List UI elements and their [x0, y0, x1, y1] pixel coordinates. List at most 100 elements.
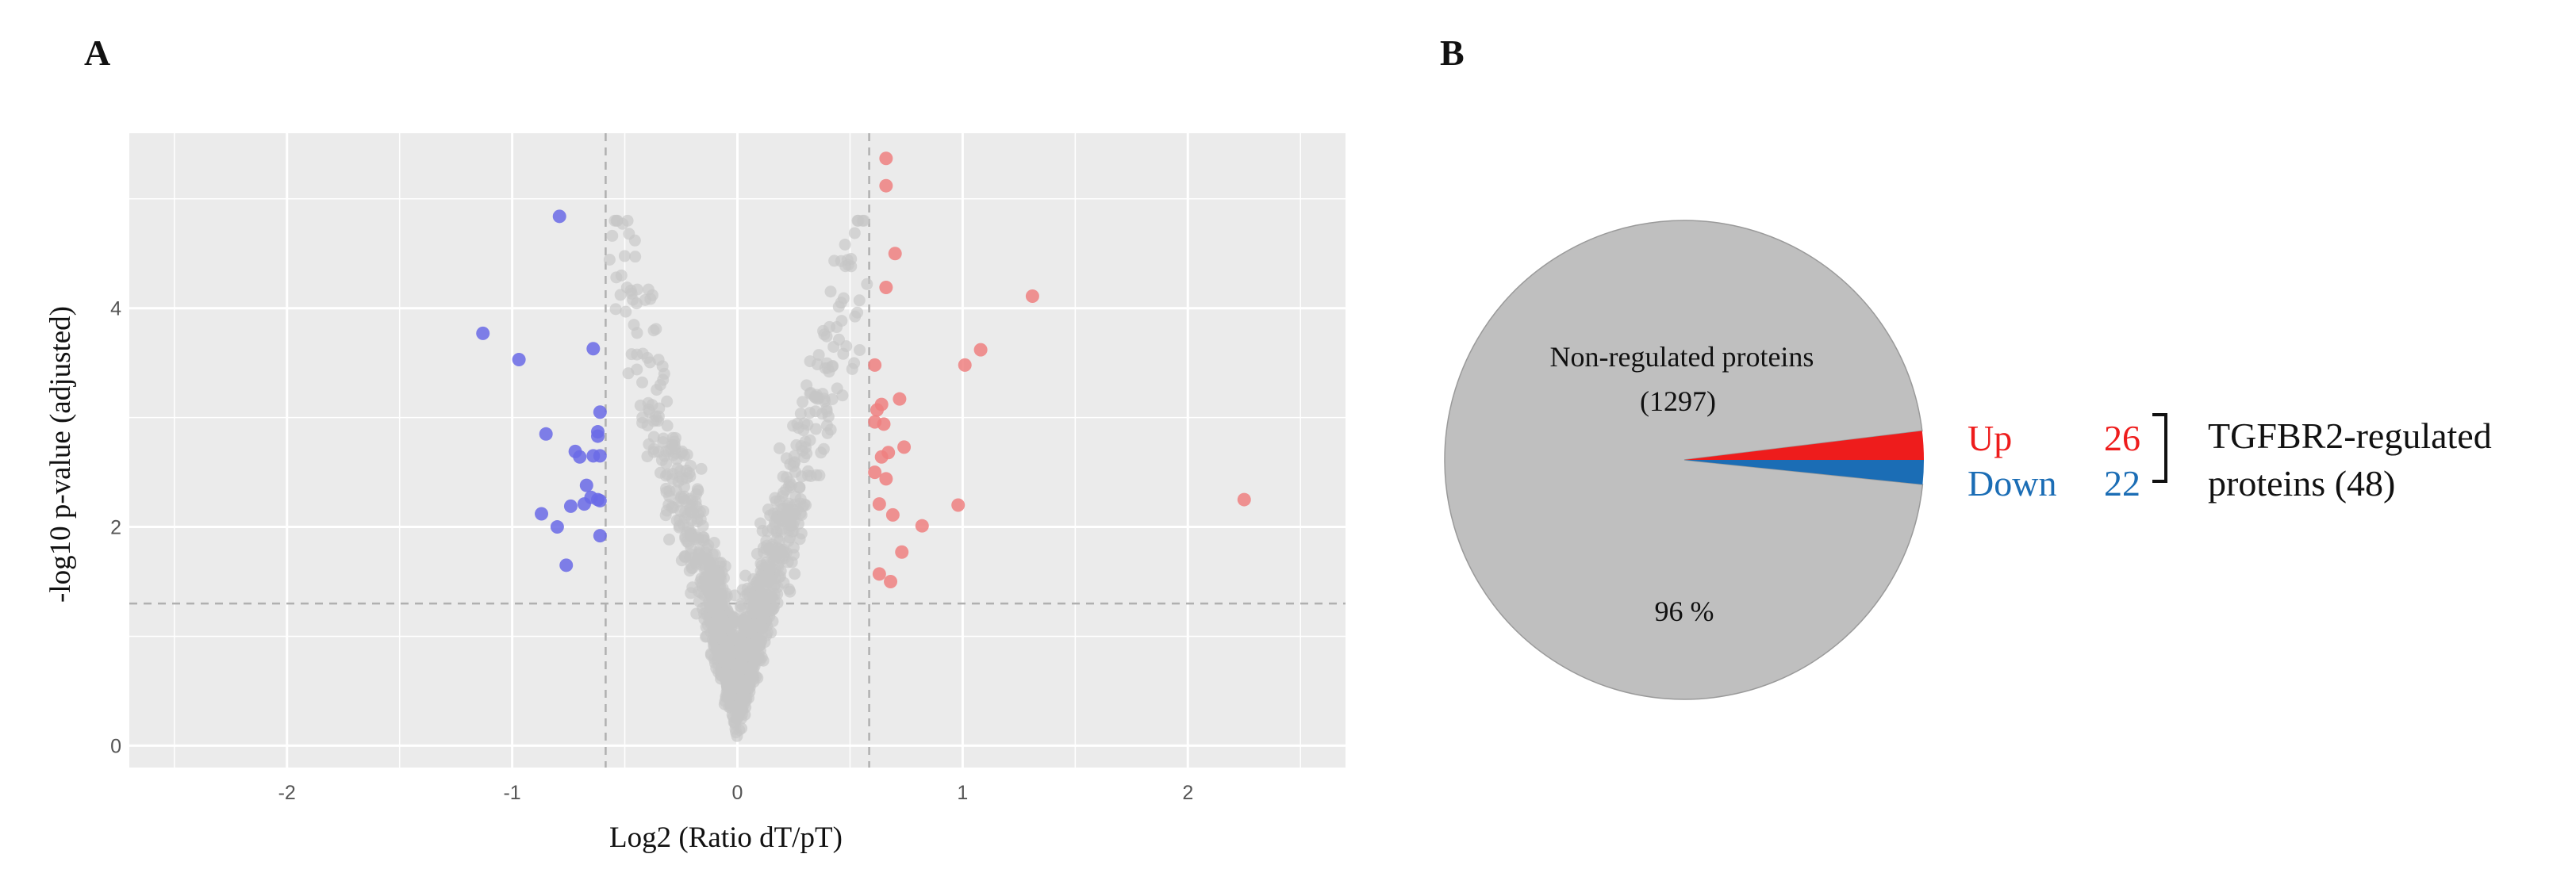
data-point-non-regulated [787, 460, 800, 473]
data-point-non-regulated [762, 525, 774, 538]
data-point-non-regulated [761, 539, 774, 552]
data-point-non-regulated [751, 548, 763, 561]
data-point-non-regulated [730, 663, 743, 676]
x-tick-label: 0 [732, 782, 743, 804]
data-point-non-regulated [734, 672, 747, 685]
group-label-line2: proteins (48) [2208, 463, 2395, 504]
data-point-non-regulated [851, 306, 864, 319]
data-point-non-regulated [697, 603, 709, 615]
data-point-non-regulated [812, 349, 825, 362]
data-point-non-regulated [647, 324, 660, 337]
data-point-non-regulated [628, 319, 640, 331]
data-point-non-regulated [831, 382, 843, 395]
data-point-non-regulated [804, 355, 816, 368]
data-point-non-regulated [689, 488, 702, 501]
y-tick-label: 0 [110, 735, 121, 757]
data-point-non-regulated [661, 419, 674, 432]
data-point-non-regulated [606, 229, 619, 242]
data-point-up [884, 575, 898, 589]
data-point-non-regulated [647, 442, 660, 455]
data-point-non-regulated [711, 611, 724, 623]
data-point-non-regulated [737, 687, 750, 699]
x-axis-label: Log2 (Ratio dT/pT) [609, 821, 843, 854]
data-point-non-regulated [695, 572, 708, 584]
data-point-non-regulated [802, 465, 815, 477]
data-point-non-regulated [731, 729, 743, 742]
data-point-up [958, 358, 972, 372]
data-point-non-regulated [789, 568, 801, 580]
panel-letter-a: A [84, 33, 111, 73]
data-point-non-regulated [793, 481, 806, 494]
data-point-non-regulated [753, 588, 766, 601]
data-point-non-regulated [621, 214, 634, 227]
data-point-non-regulated [799, 441, 812, 454]
data-point-non-regulated [618, 250, 631, 262]
data-point-non-regulated [815, 446, 827, 459]
data-point-non-regulated [684, 459, 697, 472]
data-point-non-regulated [630, 297, 643, 310]
data-point-non-regulated [636, 412, 649, 424]
down-label: Down [1968, 463, 2056, 504]
data-point-non-regulated [620, 305, 632, 318]
data-point-non-regulated [817, 324, 830, 337]
data-point-non-regulated [756, 613, 769, 626]
data-point-non-regulated [695, 462, 708, 475]
data-point-non-regulated [644, 293, 657, 305]
data-point-non-regulated [712, 644, 725, 657]
data-point-non-regulated [636, 376, 649, 389]
data-point-non-regulated [774, 442, 786, 454]
data-point-non-regulated [663, 533, 676, 546]
data-point-down [586, 342, 601, 356]
data-point-non-regulated [762, 503, 774, 515]
x-tick-labels: -2 -1 0 1 2 [278, 782, 1194, 804]
data-point-non-regulated [798, 451, 811, 464]
data-point-non-regulated [628, 234, 641, 247]
data-point-non-regulated [784, 585, 797, 598]
data-point-non-regulated [720, 659, 733, 672]
data-point-non-regulated [658, 450, 671, 462]
data-point-non-regulated [717, 618, 730, 631]
data-point-non-regulated [742, 649, 754, 662]
data-point-non-regulated [708, 596, 721, 609]
percent-label: 96 % [1655, 595, 1714, 627]
data-point-non-regulated [831, 321, 843, 334]
data-point-non-regulated [846, 362, 858, 375]
data-point-non-regulated [791, 417, 804, 430]
group-bracket [2152, 413, 2167, 483]
data-point-non-regulated [839, 238, 851, 251]
data-point-non-regulated [837, 347, 850, 360]
data-point-non-regulated [781, 500, 793, 512]
data-point-non-regulated [753, 653, 766, 665]
data-point-non-regulated [845, 253, 858, 266]
pie-slice-non-regulated [1444, 220, 1924, 700]
data-point-down [593, 493, 607, 507]
data-point-up [879, 472, 893, 486]
data-point-non-regulated [771, 532, 784, 545]
data-point-non-regulated [656, 360, 669, 373]
data-point-down [579, 478, 593, 492]
data-point-non-regulated [625, 287, 638, 300]
y-tick-label: 4 [110, 298, 121, 320]
data-point-non-regulated [610, 214, 623, 227]
data-point-non-regulated [642, 396, 655, 409]
data-point-non-regulated [743, 638, 756, 651]
data-point-non-regulated [663, 490, 676, 503]
data-point-non-regulated [631, 363, 643, 376]
data-point-non-regulated [766, 615, 779, 628]
data-point-non-regulated [852, 214, 865, 227]
data-point-up [877, 417, 891, 431]
data-point-non-regulated [727, 711, 739, 724]
nonreg-label: Non-regulated proteins [1550, 341, 1814, 373]
data-point-up [888, 247, 902, 261]
data-point-non-regulated [708, 567, 720, 580]
data-point-non-regulated [725, 699, 738, 712]
data-point-non-regulated [684, 504, 697, 516]
data-point-non-regulated [674, 513, 686, 526]
data-point-up [872, 567, 886, 581]
data-point-non-regulated [816, 408, 828, 420]
data-point-non-regulated [780, 452, 793, 465]
y-tick-label: 2 [110, 517, 121, 539]
data-point-up [879, 178, 893, 193]
data-point-up [893, 392, 907, 406]
data-point-down [593, 529, 607, 543]
